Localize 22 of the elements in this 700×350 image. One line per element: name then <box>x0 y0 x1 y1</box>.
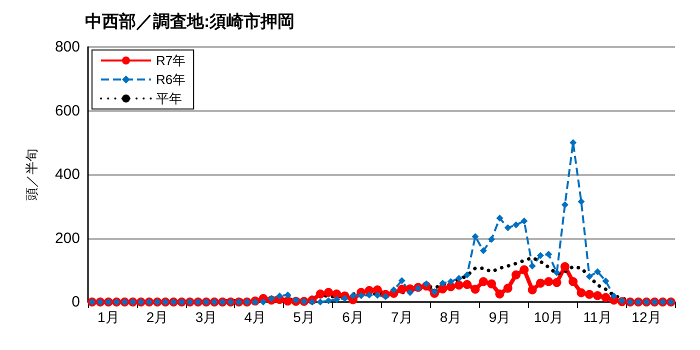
y-tick-label: 600 <box>54 102 80 120</box>
x-tick-label: 9月 <box>488 309 511 325</box>
y-axis-title: 頭／半旬 <box>24 148 39 200</box>
x-tick-label: 8月 <box>440 309 462 325</box>
x-tick-label: 4月 <box>244 309 266 325</box>
x-tick-label: 2月 <box>146 309 168 325</box>
x-tick-label: 12月 <box>632 309 662 325</box>
y-tick-label: 400 <box>54 166 80 183</box>
y-tick-label: 0 <box>72 294 80 310</box>
y-tick-label: 800 <box>54 38 80 56</box>
y-tick-label: 200 <box>54 230 80 247</box>
x-tick-label: 10月 <box>534 309 564 325</box>
x-tick-label: 5月 <box>293 309 315 325</box>
chart-title: 中西部／調査地:須崎市押岡 <box>85 12 295 31</box>
x-tick-label: 6月 <box>342 309 364 325</box>
x-tick-label: 1月 <box>97 309 120 325</box>
legend-label: 平年 <box>156 91 182 106</box>
x-tick-label: 11月 <box>583 309 612 325</box>
legend-label: R7年 <box>156 53 186 68</box>
legend-label: R6年 <box>156 72 186 87</box>
x-tick-label: 3月 <box>195 309 218 325</box>
x-tick-label: 7月 <box>390 309 413 325</box>
